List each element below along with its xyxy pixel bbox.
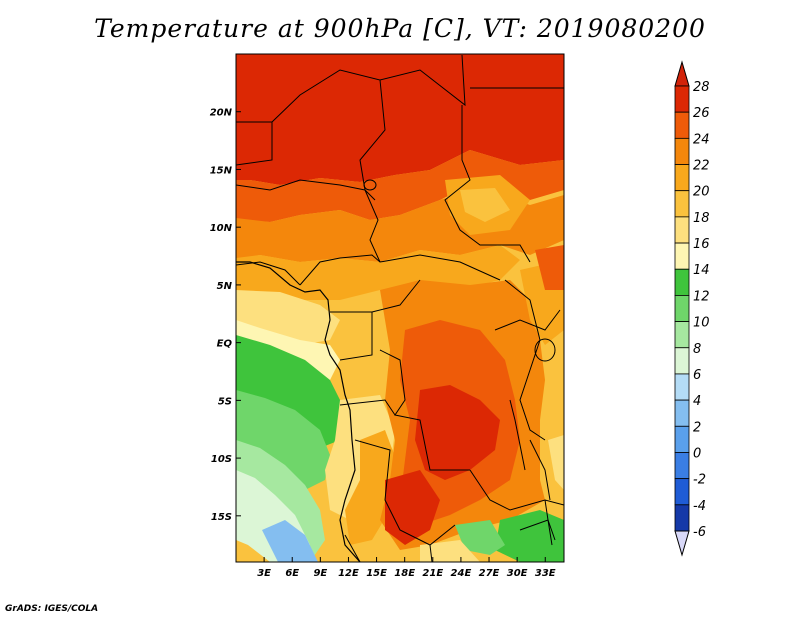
region-16-18-tanzania	[548, 435, 564, 490]
lat-tick-label: 10S	[211, 454, 232, 465]
chart-title: Temperature at 900hPa [C], VT: 201908020…	[94, 14, 706, 43]
colorbar-label: 20	[693, 185, 710, 200]
lat-tick-label: 5S	[218, 396, 232, 407]
region-26-28	[236, 54, 564, 185]
colorbar-label: -6	[693, 525, 706, 540]
lakes	[363, 179, 556, 546]
lon-tick-label: 12E	[338, 568, 359, 579]
map-frame	[235, 53, 565, 563]
lake-tanganyika	[509, 399, 526, 471]
lon-tick-label: 24E	[451, 568, 472, 579]
longitude-axis: 3E 6E 9E 12E 15E 18E 21E 24E 27E 30E 33E	[257, 557, 556, 579]
region-6-8-ocean	[262, 520, 318, 562]
colorbar-swatch	[674, 347, 690, 375]
lon-tick-label: 6E	[285, 568, 299, 579]
colorbar-label: 4	[693, 394, 701, 409]
colorbar-swatch	[674, 137, 690, 165]
colorbar-top-arrow	[674, 60, 690, 87]
region-24-26	[236, 150, 564, 222]
region-26-28-south	[385, 470, 440, 545]
colorbar-bottom-arrow	[674, 530, 690, 557]
region-14-16-south	[495, 510, 564, 562]
region-18-20-west	[236, 290, 340, 345]
lake-malawi	[544, 499, 553, 546]
colorbar-swatch	[674, 268, 690, 296]
lon-tick-label: 3E	[257, 568, 271, 579]
country-borders	[236, 54, 564, 562]
colorbar-label: 8	[693, 342, 701, 357]
region-26-28-central	[415, 385, 500, 480]
colorbar-swatch	[674, 373, 690, 401]
colorbar-swatch	[674, 452, 690, 480]
lat-tick-label: 15S	[211, 512, 232, 523]
colorbar-swatch	[674, 242, 690, 270]
lat-tick-label: 5N	[217, 281, 233, 292]
lake-victoria	[534, 338, 556, 362]
lon-tick-label: 21E	[422, 568, 443, 579]
colorbar-swatch	[674, 295, 690, 322]
temperature-field	[236, 54, 564, 562]
lon-tick-label: 18E	[394, 568, 415, 579]
region-18-20-ethiopia	[460, 188, 510, 222]
colorbar-label: 0	[693, 446, 701, 461]
lon-tick-label: 15E	[366, 568, 387, 579]
coastline	[236, 261, 361, 562]
colorbar-label: 6	[693, 368, 701, 383]
colorbar-swatch	[674, 111, 690, 139]
lon-tick-label: 9E	[313, 568, 327, 579]
lat-tick-label: 20N	[210, 108, 233, 119]
colorbar-swatch	[674, 164, 690, 192]
colorbar-label: 26	[693, 106, 710, 121]
colorbar-label: 10	[693, 316, 710, 331]
region-16-18-south	[420, 540, 480, 562]
colorbar-swatch	[674, 190, 690, 218]
colorbar-label: 28	[693, 80, 710, 95]
lon-tick-label: 33E	[535, 568, 556, 579]
colorbar-swatch	[674, 85, 690, 113]
latitude-axis: 20N 15N 10N 5N EQ 5S 10S 15S	[210, 108, 241, 523]
colorbar-swatch	[674, 425, 690, 453]
region-12-14-south	[455, 520, 505, 555]
lon-tick-label: 30E	[507, 568, 528, 579]
lat-tick-label: 10N	[210, 223, 233, 234]
colorbar-label: 24	[693, 132, 710, 147]
lat-tick-label: 15N	[210, 165, 233, 176]
colorbar-swatch	[674, 478, 690, 506]
colorbar-label: -4	[693, 499, 706, 514]
colorbar-label: 22	[693, 159, 710, 174]
colorbar-swatch	[674, 399, 690, 427]
colorbar-label: 14	[693, 263, 710, 278]
lake-chad	[363, 179, 377, 191]
colorbar-label: 18	[693, 211, 710, 226]
colorbar-label: 2	[693, 420, 701, 435]
colorbar-label: 16	[693, 237, 710, 252]
colorbar-swatch	[674, 321, 690, 349]
colorbar-swatch	[674, 504, 690, 532]
colorbar-label: 12	[693, 289, 710, 304]
region-24-26-east	[535, 245, 564, 290]
colorbar-label: -2	[693, 473, 706, 488]
lat-tick-label: EQ	[217, 339, 233, 350]
colorbar-swatch	[674, 216, 690, 244]
credit-text: GrADS: IGES/COLA	[5, 604, 99, 614]
lon-tick-label: 27E	[479, 568, 500, 579]
